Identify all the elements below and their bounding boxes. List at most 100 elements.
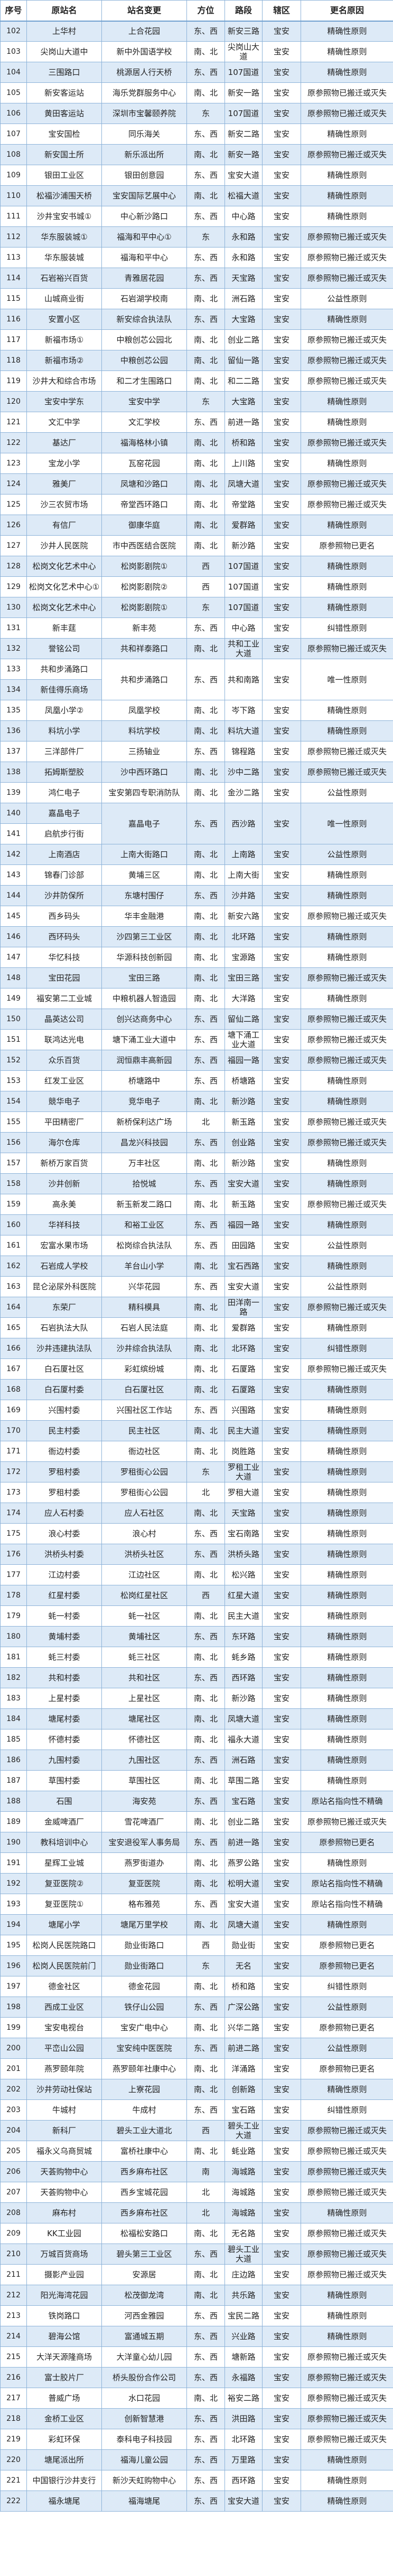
cell-reason: 精确性原则: [301, 1585, 393, 1606]
cell-new-name: 草围社区: [101, 1770, 187, 1791]
cell-original-name: 草围村委: [26, 1770, 102, 1791]
table-row: 105 新安客运站 海乐党群服务中心 南、北 新安一路 宝安 原参照物已搬迁或灭失: [0, 82, 393, 103]
cell-district: 宝安: [262, 41, 301, 62]
table-row: 179 蚝一村委 蚝一社区 南、北 民主大道 宝安 精确性原则: [0, 1605, 393, 1627]
cell-new-name: 彩虹缤纷城: [101, 1358, 187, 1380]
cell-district: 宝安: [262, 2099, 301, 2121]
cell-road: 石厦路: [224, 1358, 263, 1380]
cell-road: 岗胜路: [224, 1441, 263, 1462]
cell-reason: 精确性原则: [301, 1564, 393, 1585]
cell-district: 宝安: [262, 1461, 301, 1482]
cell-original-name: 宝安国检: [26, 123, 102, 145]
cell-original-name: 松岗人民医院路口: [26, 1935, 102, 1956]
cell-new-name: 牛成村: [101, 2099, 187, 2121]
cell-original-name: 鸿仁电子: [26, 782, 102, 803]
cell-reason: 原参照物已搬迁或灭失: [301, 1811, 393, 1832]
cell-reason: 原参照物已搬迁或灭失: [301, 1111, 393, 1133]
cell-district: 宝安: [262, 1214, 301, 1235]
cell-original-name: 麻布村: [26, 2202, 102, 2223]
cell-original-name: 怀德村委: [26, 1729, 102, 1750]
cell-new-name: 复亚医院: [101, 1873, 187, 1894]
cell-reason: 公益性原则: [301, 1997, 393, 2018]
cell-original-name: 誉铭公司: [26, 638, 102, 659]
cell-original-name: 锦春门诊部: [26, 864, 102, 886]
cell-reason: 原参照物已搬迁或灭失: [301, 967, 393, 988]
table-row: 106 黄田客运站 深圳市宝馨颐养院东 107国道 宝安 原参照物已搬迁或灭失: [0, 103, 393, 124]
table-row: 208 麻布村 西乡麻布社区北海城路 宝安 精确性原则: [0, 2202, 393, 2223]
cell-district: 宝安: [262, 1914, 301, 1935]
cell-original-name: 晶英达公司: [26, 1009, 102, 1030]
cell-new-name: 润恒鼎丰高新园: [101, 1050, 187, 1071]
cell-reason: 精确性原则: [301, 309, 393, 330]
cell-new-name: 和裕工业区: [101, 1214, 187, 1235]
table-row: 146 西环码头 沙四第三工业区 南、北 北环路 宝安 精确性原则: [0, 926, 393, 947]
cell-district: 宝安: [262, 1256, 301, 1277]
table-row: 205 福永义乌商贸城 富桥社康中心 南、北 蚝业路 宝安 原参照物已搬迁或灭失: [0, 2141, 393, 2162]
table-row: 174 应人石村委 应人石社区 南、北 天宝路 宝安 精确性原则: [0, 1503, 393, 1524]
cell-reason: 精确性原则: [301, 515, 393, 536]
table-row: 195 松岗人民医院路口 勋业街路口西勋业街 宝安 原参照物已更名: [0, 1935, 393, 1956]
cell-district: 宝安: [262, 1729, 301, 1750]
cell-original-name: 沙井宝安书城①: [26, 206, 102, 227]
cell-index: 109: [0, 165, 27, 186]
table-row: 164 东荣厂 精科模具 南、北 田洋南一路 宝安 原参照物已搬迁或灭失: [0, 1297, 393, 1318]
cell-original-name: 料坑小学: [26, 720, 102, 742]
cell-district: 宝安: [262, 2264, 301, 2285]
cell-original-name: 铁岗路口: [26, 2305, 102, 2326]
cell-new-name: 富桥社康中心: [101, 2141, 187, 2162]
table-row: 136 料坑小学 料坑学校 南、北 料坑大道 宝安 精确性原则: [0, 720, 393, 742]
table-row: 217 普威广场 水口花园 南、北 裕安二路 宝安 原参照物已搬迁或灭失: [0, 2388, 393, 2409]
cell-new-name: 万丰社区: [101, 1153, 187, 1174]
cell-direction: 南、北: [186, 2285, 225, 2306]
table-row: 112 华东服装城① 福海和平中心① 东永和路 宝安 原参照物已搬迁或灭失: [0, 226, 393, 248]
cell-district: 宝安: [262, 2017, 301, 2038]
cell-new-name: 海乐党群服务中心: [101, 82, 187, 103]
cell-original-name: 塘尾小学: [26, 1914, 102, 1935]
header-reason: 更名原因: [301, 0, 393, 22]
cell-index: 152: [0, 1050, 27, 1071]
cell-road: 塘新路: [224, 2346, 263, 2368]
cell-district: 宝安: [262, 2058, 301, 2079]
cell-new-name: 应人石社区: [101, 1503, 187, 1524]
table-row: 198 西成工业区 铁仔山公园 东、西 广深公路 宝安 公益性原则: [0, 1997, 393, 2018]
cell-district: 宝安: [262, 1750, 301, 1771]
cell-reason: 原参照物已搬迁或灭失: [301, 144, 393, 165]
cell-new-name: 怀德社区: [101, 1729, 187, 1750]
cell-index: 197: [0, 1976, 27, 1997]
cell-reason: 精确性原则: [301, 1750, 393, 1771]
cell-direction: 北: [186, 2202, 225, 2223]
cell-index: 181: [0, 1647, 27, 1668]
cell-direction: 南、北: [186, 700, 225, 721]
cell-new-name: 东塘村围仔: [101, 885, 187, 906]
cell-new-name: 燕罗颐年社康中心: [101, 2058, 187, 2079]
cell-original-name: 宝安电视台: [26, 2017, 102, 2038]
cell-district: 宝安: [262, 659, 301, 700]
cell-direction: 东、西: [186, 309, 225, 330]
table-row: 189 金威啤酒厂 雪花啤酒厂 南、北 创业二路 宝安 原参照物已搬迁或灭失: [0, 1811, 393, 1832]
cell-index: 201: [0, 2058, 27, 2079]
cell-direction: 东、西: [186, 1050, 225, 1071]
cell-road: 桥和路: [224, 432, 263, 453]
cell-original-name: 江边村委: [26, 1564, 102, 1585]
cell-district: 宝安: [262, 1173, 301, 1194]
cell-road: 上南大街: [224, 864, 263, 886]
cell-direction: 东、西: [186, 1214, 225, 1235]
table-row: 129 松岗文化艺术中心① 松岗影剧院② 西 107国道 宝安 精确性原则: [0, 576, 393, 597]
cell-reason: 精确性原则: [301, 1379, 393, 1400]
table-row: 125 沙三农贸市场 帝堂西环路口 南、北 帝堂路 宝安 原参照物已搬迁或灭失: [0, 494, 393, 515]
cell-direction: 南、北: [186, 1729, 225, 1750]
cell-new-name: 九围社区: [101, 1750, 187, 1771]
table-row: 124 雅美厂 凤塘和沙路口 南、北 凤塘大道 宝安 原参照物已搬迁或灭失: [0, 473, 393, 495]
cell-index: 145: [0, 906, 27, 927]
table-row: 150 晶英达公司 创兴达商务中心 东、西 留仙二路 宝安 原参照物已搬迁或灭失: [0, 1009, 393, 1030]
cell-original-name: 石围: [26, 1791, 102, 1812]
table-row: 120 宝安中学东 宝安中学东大宝路 宝安 精确性原则: [0, 391, 393, 412]
cell-new-name: 青雅居花园: [101, 268, 187, 289]
cell-direction: 南、北: [186, 2264, 225, 2285]
cell-index: 192: [0, 1873, 27, 1894]
cell-direction: 南、北: [186, 329, 225, 350]
cell-original-name: 三洋部件厂: [26, 741, 102, 762]
cell-new-name: 和二才生围路口: [101, 370, 187, 392]
cell-direction: 东、西: [186, 206, 225, 227]
cell-index: 186: [0, 1750, 27, 1771]
